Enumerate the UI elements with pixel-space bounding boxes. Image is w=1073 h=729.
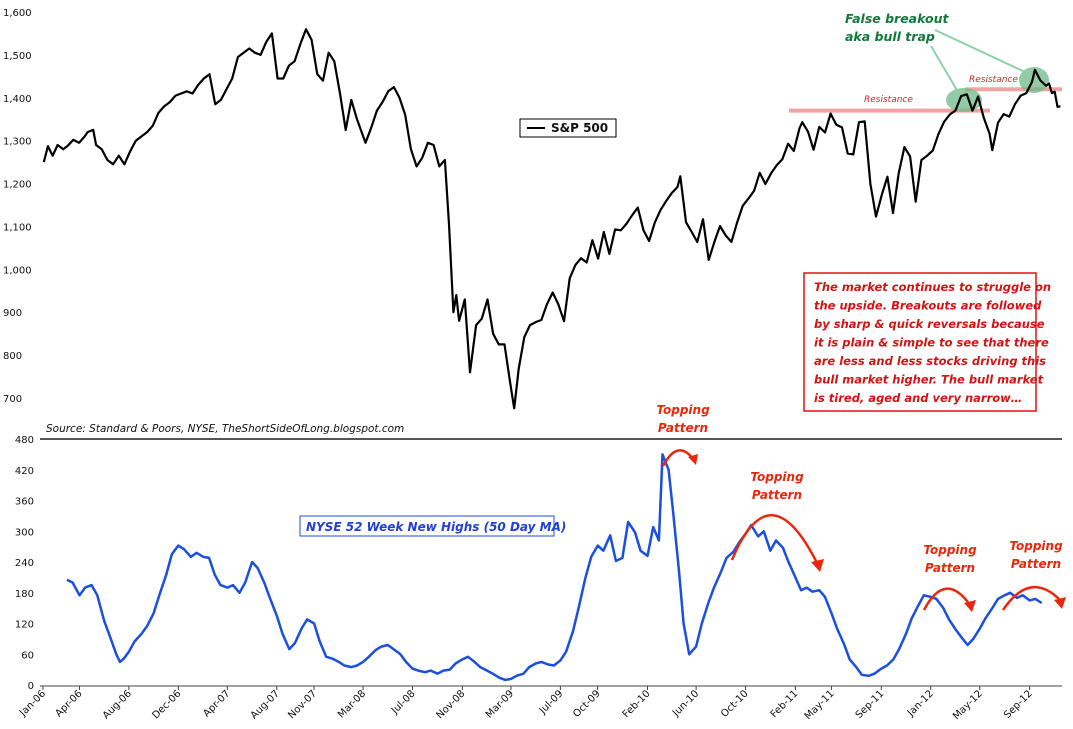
legend-sp500: S&P 500 [519, 118, 617, 138]
highlight-breakout-1 [946, 88, 982, 112]
breakout-highlights [946, 67, 1049, 112]
x-tick-label: Apr-06 [53, 688, 84, 719]
x-tick-label: Jan-06 [17, 688, 48, 719]
y-tick-bottom: 120 [15, 620, 34, 631]
false-breakout-line2: aka bull trap [845, 29, 935, 44]
y-tick-top: 1,300 [3, 137, 32, 148]
x-tick-label: Apr-07 [201, 688, 232, 719]
x-tick-label: Jun-10 [670, 688, 701, 719]
y-tick-bottom: 0 [28, 681, 34, 692]
x-tick-label: Nov-08 [435, 688, 468, 721]
resistance-label-2: Resistance [969, 75, 1018, 85]
y-tick-top: 900 [3, 308, 22, 319]
commentary-line: is tired, aged and very narrow… [814, 391, 1022, 405]
commentary-line: by sharp & quick reversals because [814, 317, 1045, 331]
x-tick-label: Aug-07 [249, 688, 282, 721]
commentary-line: The market continues to struggle on [814, 280, 1051, 294]
y-tick-top: 700 [3, 394, 22, 405]
y-tick-bottom: 420 [15, 466, 34, 477]
y-tick-top: 1,100 [3, 222, 32, 233]
y-tick-top: 1,200 [3, 180, 32, 191]
commentary-box: The market continues to struggle on the u… [803, 272, 1051, 412]
topping-annotation-3: Topping Pattern [922, 543, 977, 612]
y-tick-top: 1,600 [3, 8, 32, 19]
topping-2-line2: Pattern [752, 488, 802, 502]
legend-nyse-label: NYSE 52 Week New Highs (50 Day MA) [306, 520, 566, 534]
nyse-new-highs-line [66, 453, 1043, 682]
y-tick-top: 1,500 [3, 51, 32, 62]
x-tick-label: Jul-09 [537, 688, 566, 717]
commentary-line: bull market higher. The bull market [814, 373, 1044, 387]
commentary-line: it is plain & simple to see that there [814, 336, 1049, 350]
y-tick-bottom: 240 [15, 558, 34, 569]
legend-sp500-label: S&P 500 [551, 121, 608, 135]
topping-2-line1: Topping [750, 470, 804, 484]
x-tick-label: Dec-06 [150, 688, 183, 721]
y-tick-top: 800 [3, 351, 22, 362]
x-tick-label: Aug-06 [101, 688, 134, 721]
source-note: Source: Standard & Poors, NYSE, TheShort… [46, 423, 404, 435]
x-tick-label: May-11 [803, 688, 837, 722]
topping-4-line1: Topping [1009, 539, 1063, 553]
topping-annotation-1: Topping Pattern [656, 403, 710, 467]
x-tick-label: Feb-11 [769, 688, 801, 720]
false-breakout-line1: False breakout [845, 11, 949, 26]
x-tick-label: Mar-08 [336, 688, 368, 720]
topping-4-line2: Pattern [1011, 557, 1061, 571]
x-tick-label: Jan-12 [905, 688, 936, 719]
topping-annotation-4: Topping Pattern [1001, 539, 1066, 611]
x-tick-label: Feb-10 [621, 688, 653, 720]
y-tick-bottom: 360 [15, 497, 34, 508]
y-tick-bottom: 60 [21, 650, 34, 661]
y-tick-top: 1,400 [3, 94, 32, 105]
topping-annotation-2: Topping Pattern [730, 470, 824, 572]
topping-1-line2: Pattern [658, 421, 708, 435]
false-breakout-annotation: False breakout aka bull trap [845, 11, 1026, 93]
x-tick-label: Oct-10 [719, 688, 751, 720]
sp500-line [42, 28, 1061, 410]
resistance-lines [789, 87, 1062, 113]
x-tick-label: Oct-09 [571, 688, 603, 720]
topping-3-line2: Pattern [925, 561, 975, 575]
x-tick-label: Sep-12 [1002, 688, 1035, 721]
y-tick-bottom: 300 [15, 527, 34, 538]
y-tick-bottom: 180 [15, 589, 34, 600]
x-tick-label: May-12 [951, 688, 985, 722]
resistance-label-1: Resistance [864, 95, 913, 105]
x-tick-label: Sep-11 [854, 688, 887, 721]
legend-nyse: NYSE 52 Week New Highs (50 Day MA) [299, 515, 566, 537]
y-tick-top: 1,000 [3, 265, 32, 276]
topping-1-line1: Topping [656, 403, 710, 417]
commentary-line: are less and less stocks driving this [814, 354, 1046, 368]
topping-3-line1: Topping [923, 543, 977, 557]
x-tick-label: Nov-07 [286, 688, 319, 721]
highlight-breakout-2 [1019, 67, 1049, 93]
y-tick-bottom: 480 [15, 435, 34, 446]
x-tick-label: Mar-09 [484, 688, 516, 720]
x-tick-label: Jul-08 [389, 688, 418, 717]
commentary-line: the upside. Breakouts are followed [814, 299, 1042, 313]
